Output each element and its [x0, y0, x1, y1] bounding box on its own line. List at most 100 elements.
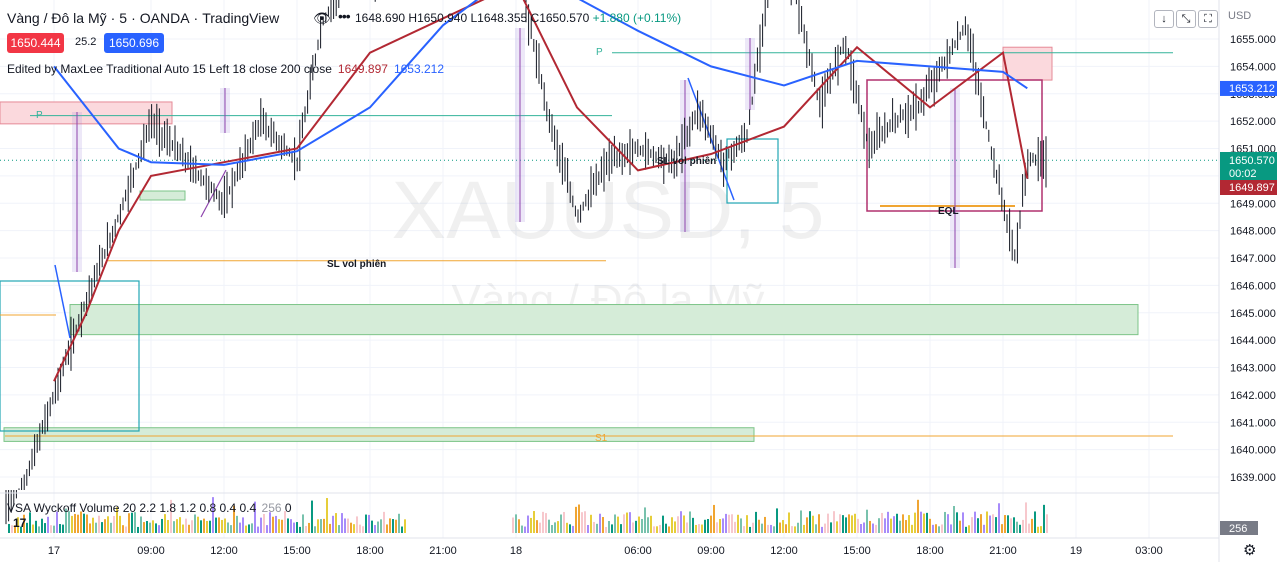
- spread-value: 25.2: [75, 36, 97, 48]
- volume-bar: [155, 523, 157, 533]
- volume-bar: [527, 515, 529, 533]
- volume-bar: [191, 520, 193, 533]
- volume-bar: [971, 517, 973, 533]
- time-label: 06:00: [624, 545, 652, 557]
- volume-bar: [137, 526, 139, 533]
- volume-bar: [752, 522, 754, 533]
- volume-bar: [110, 522, 112, 533]
- volume-bar: [290, 519, 292, 533]
- volume-bar: [401, 526, 403, 533]
- volume-bar: [845, 517, 847, 533]
- volume-bar: [206, 520, 208, 533]
- price-axis[interactable]: 1655.0001654.0001653.0001652.0001651.000…: [1230, 34, 1276, 484]
- volume-bar: [974, 511, 976, 533]
- volume-bar: [173, 521, 175, 533]
- price-label: 1652.000: [1230, 116, 1276, 128]
- volume-bar: [809, 511, 811, 533]
- volume-bar: [311, 500, 313, 533]
- volume-bar: [575, 506, 577, 533]
- volume-title[interactable]: VSA Wyckoff Volume 20 2.2 1.8 1.2 0.8 0.…: [7, 501, 257, 515]
- volume-bar: [314, 526, 316, 533]
- volume-bar: [83, 513, 85, 533]
- volume-legend[interactable]: VSA Wyckoff Volume 20 2.2 1.8 1.2 0.8 0.…: [7, 501, 292, 515]
- volume-bar: [929, 518, 931, 533]
- collapse-icon[interactable]: ⤡: [1176, 10, 1196, 28]
- volume-bar: [944, 511, 946, 533]
- volume-bar: [1046, 514, 1048, 533]
- tag-volume-bg: [1220, 521, 1258, 535]
- price-label: 1655.000: [1230, 34, 1276, 46]
- volume-bar: [374, 525, 376, 533]
- volume-bar: [209, 520, 211, 533]
- volume-bar: [542, 511, 544, 533]
- volume-bar: [995, 517, 997, 533]
- volume-bar: [824, 523, 826, 533]
- eye-icon[interactable]: 👁: [313, 10, 331, 26]
- gear-icon[interactable]: ⚙: [1243, 542, 1257, 559]
- time-axis[interactable]: 17 09:00 12:00 15:00 18:00 21:00 18 06:00 09:00 1…: [48, 545, 1163, 557]
- tradingview-logo-icon[interactable]: 17: [13, 516, 27, 530]
- ohlc-change: +1.880 (+0.11%): [592, 11, 682, 25]
- volume-bar: [356, 516, 358, 533]
- more-dots-icon[interactable]: •••: [338, 8, 351, 24]
- volume-bar: [581, 512, 583, 533]
- symbol-legend[interactable]: Vàng / Đô la Mỹ · 5 · OANDA · TradingView: [7, 10, 280, 26]
- tag-red-bg: [1220, 180, 1277, 195]
- indicator-legend[interactable]: Edited by MaxLee Traditional Auto 15 Lef…: [7, 62, 444, 76]
- volume-bar: [674, 521, 676, 533]
- volume-bar: [323, 518, 325, 533]
- volume-zero: 0: [284, 501, 292, 515]
- volume-bar: [827, 513, 829, 533]
- buy-button[interactable]: 1650.696: [104, 33, 164, 53]
- volume-bar: [386, 524, 388, 533]
- volume-bar: [287, 518, 289, 533]
- time-label: 18:00: [356, 545, 384, 557]
- volume-bar: [962, 512, 964, 533]
- volume-bar: [977, 518, 979, 533]
- volume-bar: [329, 523, 331, 533]
- volume-bar: [698, 524, 700, 533]
- symbol-name[interactable]: Vàng / Đô la Mỹ: [7, 10, 107, 26]
- s1-label: S1: [595, 433, 608, 444]
- volume-bar: [704, 519, 706, 533]
- volume-bar: [776, 508, 778, 533]
- volume-bar: [296, 522, 298, 533]
- volume-bar: [992, 514, 994, 533]
- volume-bar: [821, 526, 823, 533]
- volume-bar: [131, 512, 133, 533]
- volume-bar: [812, 515, 814, 533]
- volume-bar: [281, 519, 283, 533]
- maximize-icon[interactable]: ⛶: [1198, 10, 1218, 28]
- volume-bar: [839, 514, 841, 533]
- volume-bar: [113, 516, 115, 533]
- time-label: 19: [1070, 545, 1082, 557]
- candles: [5, 0, 1047, 525]
- volume-bar: [938, 526, 940, 533]
- price-label: 1644.000: [1230, 335, 1276, 347]
- volume-bar: [872, 523, 874, 533]
- volume-bar: [371, 520, 373, 533]
- volume-bar: [395, 519, 397, 533]
- volume-bar: [926, 512, 928, 533]
- volume-bar: [842, 515, 844, 533]
- zones: [0, 46, 1139, 442]
- sell-button[interactable]: 1650.444: [7, 33, 64, 53]
- watermark-symbol: XAUUSD, 5: [392, 165, 825, 256]
- interval[interactable]: 5: [119, 10, 128, 26]
- tag-blue: 1653.212: [1229, 83, 1275, 95]
- volume-bar: [563, 511, 565, 533]
- currency-label[interactable]: USD: [1228, 10, 1252, 22]
- volume-bar: [791, 526, 793, 533]
- arrow-down-icon[interactable]: ↓: [1154, 10, 1174, 28]
- volume-bar: [389, 518, 391, 533]
- volume-bar: [701, 524, 703, 533]
- pivot-label-left: P: [36, 110, 43, 121]
- indicator-label[interactable]: Edited by MaxLee Traditional Auto 15 Lef…: [7, 62, 332, 76]
- volume-bar: [26, 522, 28, 533]
- price-label: 1646.000: [1230, 280, 1276, 292]
- volume-bar: [905, 520, 907, 533]
- volume-bar: [923, 513, 925, 533]
- volume-bar: [1028, 523, 1030, 533]
